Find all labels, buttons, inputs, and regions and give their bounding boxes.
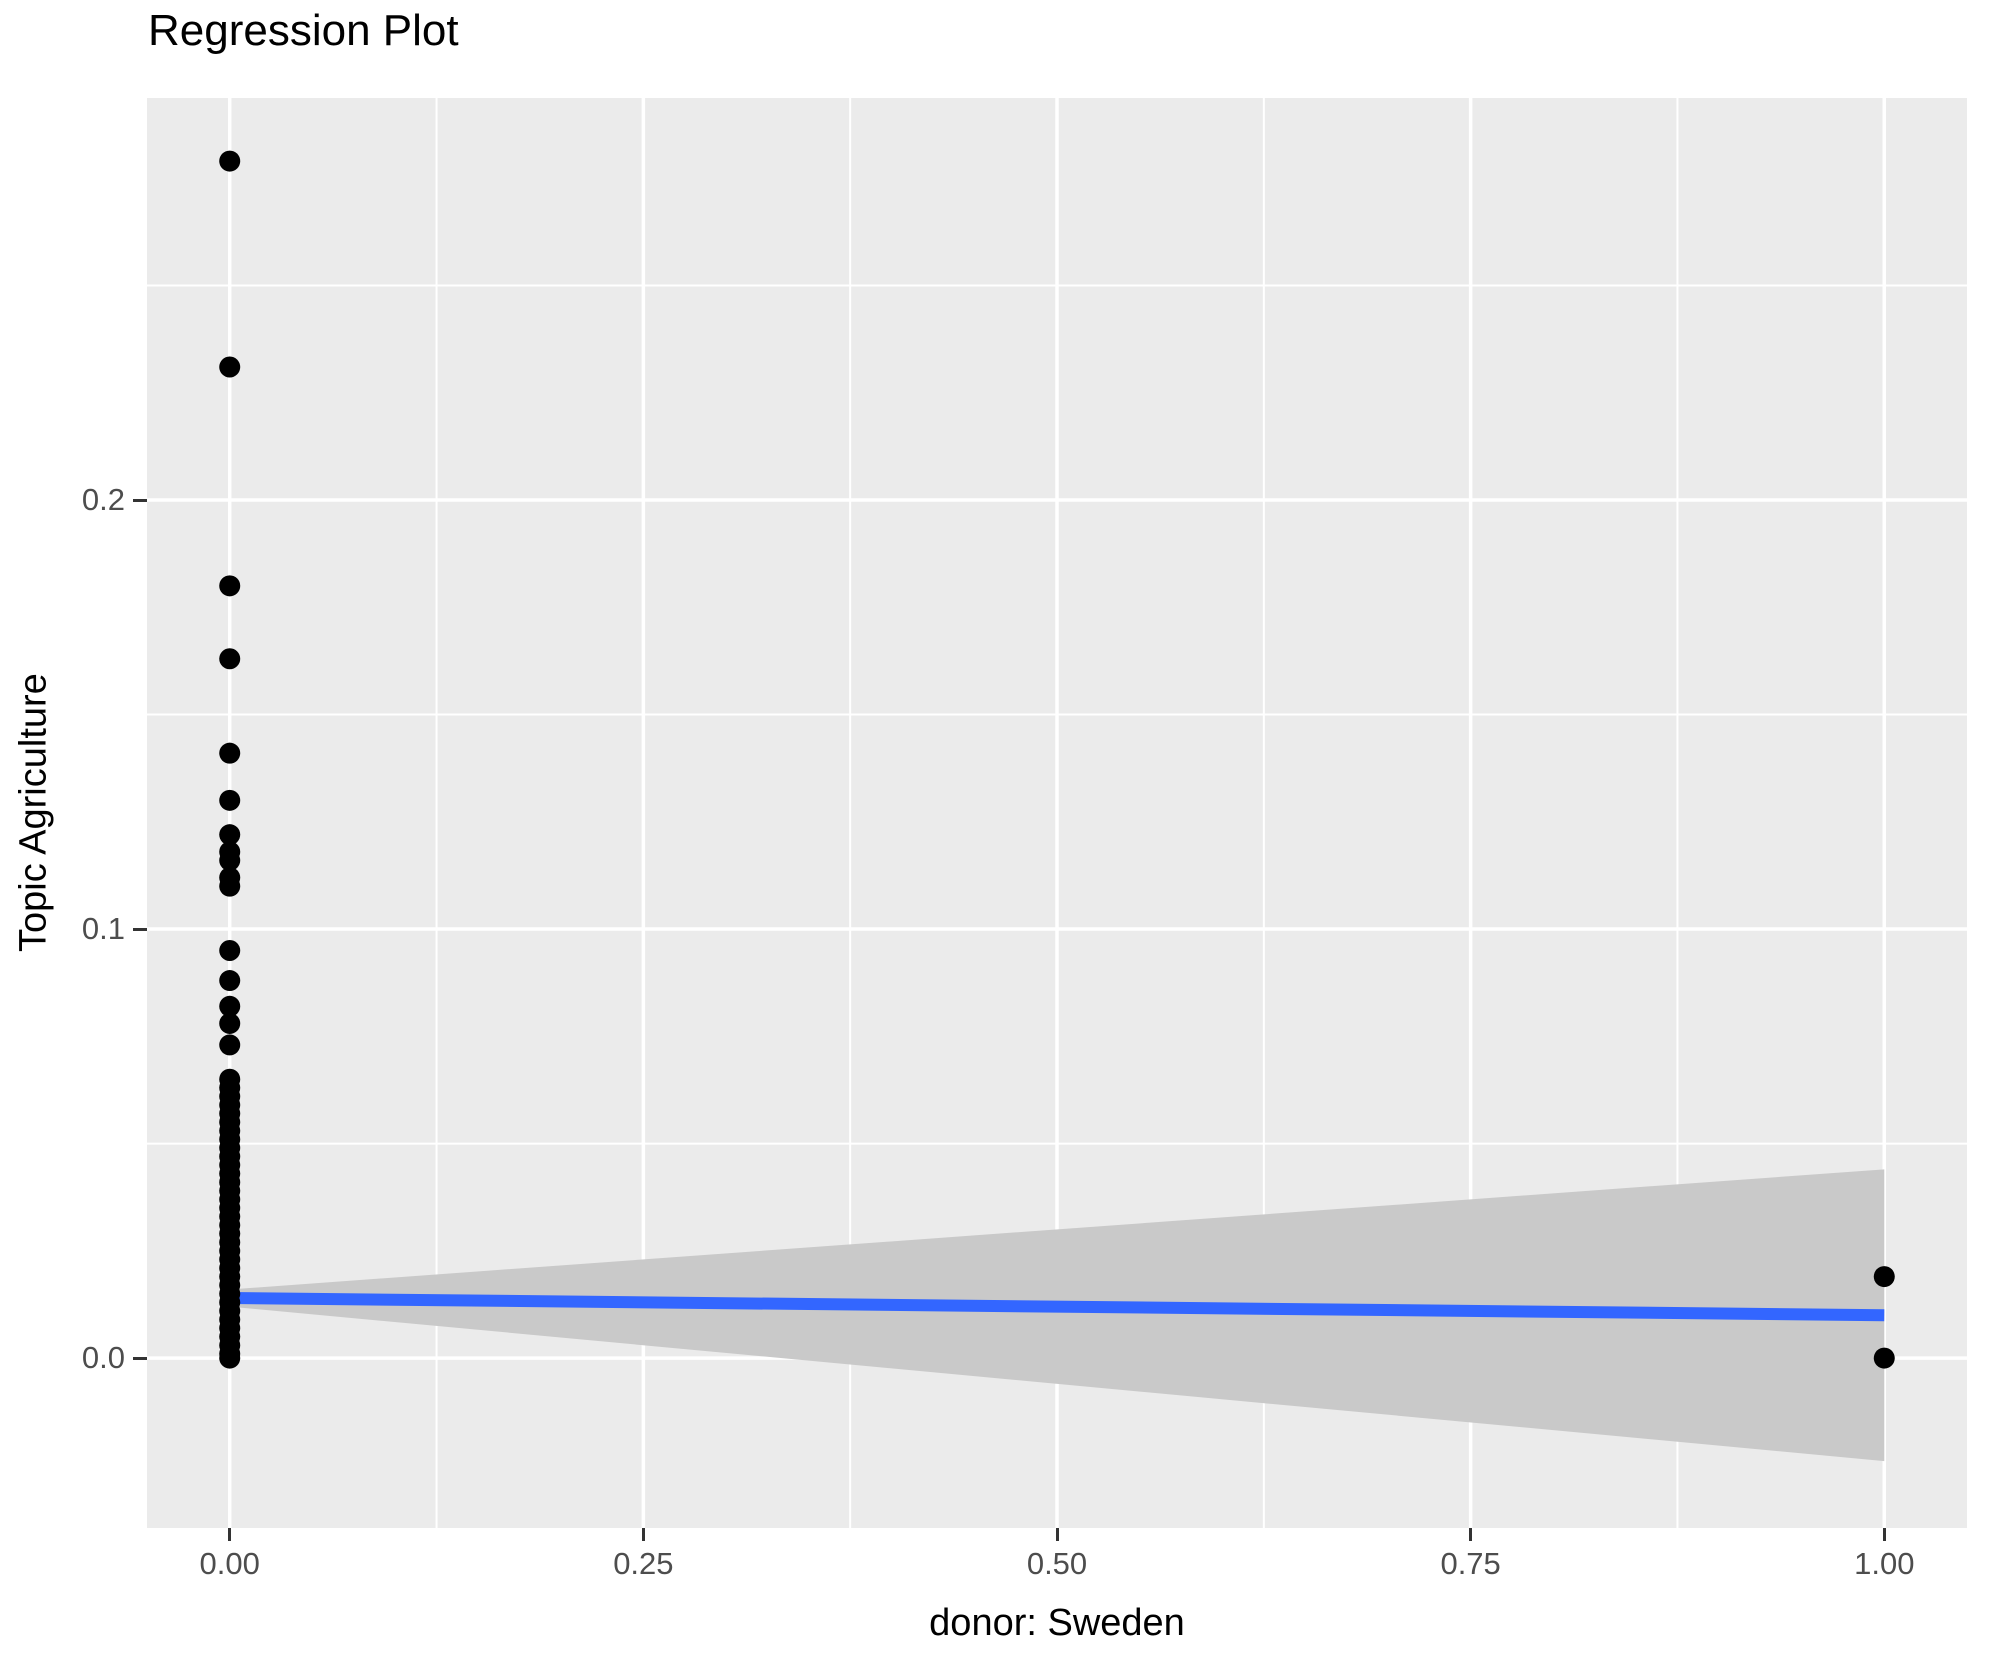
x-tick-label: 1.00 — [1854, 1546, 1915, 1581]
y-tick-mark — [133, 498, 147, 502]
data-point — [219, 1012, 241, 1034]
plot-panel — [147, 98, 1967, 1528]
x-tick-label: 0.00 — [199, 1546, 260, 1581]
data-point — [219, 742, 241, 764]
x-tick-label: 0.50 — [1026, 1546, 1088, 1581]
x-tick-mark — [1469, 1528, 1473, 1541]
data-point — [219, 849, 241, 871]
data-point — [219, 575, 241, 597]
x-axis-title: donor: Sweden — [929, 1602, 1185, 1644]
data-point — [1873, 1347, 1895, 1369]
data-point — [219, 356, 241, 378]
y-tick-mark — [133, 1356, 147, 1360]
x-tick-mark — [228, 1528, 232, 1541]
data-point — [219, 875, 241, 897]
y-axis-title: Topic Agriculture — [12, 673, 55, 953]
data-point — [219, 995, 241, 1017]
data-point — [219, 1347, 241, 1369]
data-point — [219, 150, 241, 172]
data-point — [219, 824, 241, 846]
data-point — [219, 789, 241, 811]
y-tick-label: 0.1 — [81, 911, 125, 947]
y-tick-label: 0.2 — [81, 482, 125, 517]
data-point — [219, 940, 241, 962]
x-tick-mark — [641, 1528, 645, 1541]
plot-title: Regression Plot — [148, 6, 459, 55]
y-tick-label: 0.0 — [81, 1340, 125, 1376]
data-point — [219, 1034, 241, 1056]
y-tick-mark — [133, 927, 147, 931]
x-tick-label: 0.25 — [613, 1546, 674, 1581]
x-tick-label: 0.75 — [1440, 1546, 1501, 1581]
data-point — [219, 648, 241, 670]
data-point — [1873, 1266, 1895, 1288]
x-tick-mark — [1882, 1528, 1886, 1541]
confidence-band — [229, 1169, 1885, 1462]
x-tick-mark — [1055, 1528, 1059, 1541]
data-point — [219, 970, 241, 992]
plot-canvas — [147, 98, 1967, 1528]
regression-line — [229, 1292, 1885, 1322]
